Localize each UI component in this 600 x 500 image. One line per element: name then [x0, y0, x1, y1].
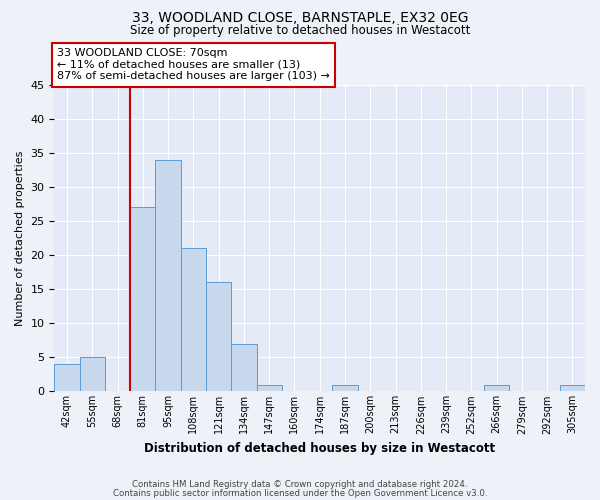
Bar [155, 160, 181, 392]
Bar [484, 384, 509, 392]
Text: Contains public sector information licensed under the Open Government Licence v3: Contains public sector information licen… [113, 488, 487, 498]
X-axis label: Distribution of detached houses by size in Westacott: Distribution of detached houses by size … [144, 442, 495, 455]
Text: 33, WOODLAND CLOSE, BARNSTAPLE, EX32 0EG: 33, WOODLAND CLOSE, BARNSTAPLE, EX32 0EG [132, 11, 468, 25]
Bar [130, 208, 155, 392]
Y-axis label: Number of detached properties: Number of detached properties [15, 150, 25, 326]
Bar [332, 384, 358, 392]
Bar [231, 344, 257, 392]
Bar [257, 384, 282, 392]
Bar [55, 364, 80, 392]
Bar [181, 248, 206, 392]
Text: 33 WOODLAND CLOSE: 70sqm
← 11% of detached houses are smaller (13)
87% of semi-d: 33 WOODLAND CLOSE: 70sqm ← 11% of detach… [57, 48, 330, 82]
Text: Size of property relative to detached houses in Westacott: Size of property relative to detached ho… [130, 24, 470, 37]
Text: Contains HM Land Registry data © Crown copyright and database right 2024.: Contains HM Land Registry data © Crown c… [132, 480, 468, 489]
Bar [206, 282, 231, 392]
Bar [560, 384, 585, 392]
Bar [80, 358, 105, 392]
